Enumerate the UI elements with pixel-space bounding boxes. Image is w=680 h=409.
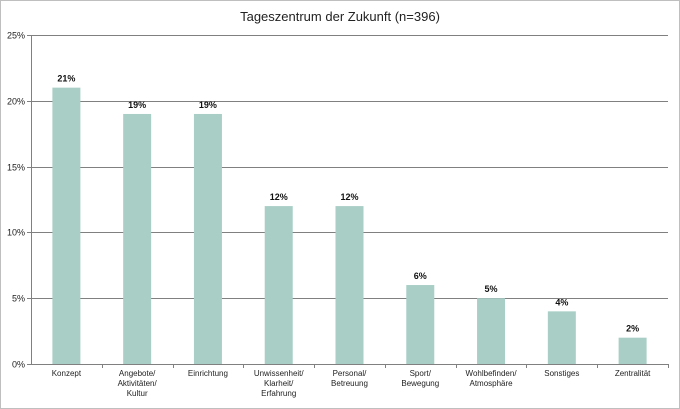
bars xyxy=(52,87,647,365)
chart-title: Tageszentrum der Zukunft (n=396) xyxy=(240,9,440,24)
data-label: 2% xyxy=(626,324,639,334)
x-tick-label: Einrichtung xyxy=(188,369,228,378)
bar xyxy=(477,298,506,364)
y-tick-label: 0% xyxy=(12,360,25,370)
x-axis-ticks: Konzept Angebote/Aktivitäten/Kultur Einric… xyxy=(52,364,669,398)
bar xyxy=(335,206,364,364)
data-label: 21% xyxy=(57,74,75,84)
bar xyxy=(52,87,81,364)
x-tick-label: Unwissenheit/Klarheit/Erfahrung xyxy=(254,369,305,398)
y-tick-label: 15% xyxy=(7,163,25,173)
axes xyxy=(31,35,668,365)
data-label: 19% xyxy=(128,100,146,110)
x-tick-label: Angebote/Aktivitäten/Kultur xyxy=(118,369,158,398)
y-tick-label: 25% xyxy=(7,31,25,41)
x-tick-label: Personal/Betreuung xyxy=(331,369,368,388)
data-label: 5% xyxy=(485,284,498,294)
data-label: 4% xyxy=(555,297,568,307)
bar xyxy=(193,113,222,365)
bar xyxy=(547,311,576,364)
y-tick-label: 10% xyxy=(7,228,25,238)
data-label: 12% xyxy=(340,192,358,202)
y-tick-label: 20% xyxy=(7,97,25,107)
bar xyxy=(406,285,435,364)
x-tick-label: Sonstiges xyxy=(544,369,579,378)
bar xyxy=(123,113,152,365)
data-label: 6% xyxy=(414,271,427,281)
y-axis-ticks: 0% 5% 10% 15% 20% 25% xyxy=(7,31,31,370)
bar xyxy=(618,337,647,364)
x-tick-label: Konzept xyxy=(52,369,82,378)
x-tick-label: Sport/Bewegung xyxy=(401,369,439,388)
data-labels: 21% 19% 19% 12% 12% 6% 5% 4% 2% xyxy=(57,74,639,334)
bar xyxy=(264,206,293,364)
x-tick-label: Zentralität xyxy=(615,369,651,378)
y-tick-label: 5% xyxy=(12,294,25,304)
data-label: 12% xyxy=(270,192,288,202)
data-label: 19% xyxy=(199,100,217,110)
x-tick-label: Wohlbefinden/Atmosphäre xyxy=(466,369,518,388)
